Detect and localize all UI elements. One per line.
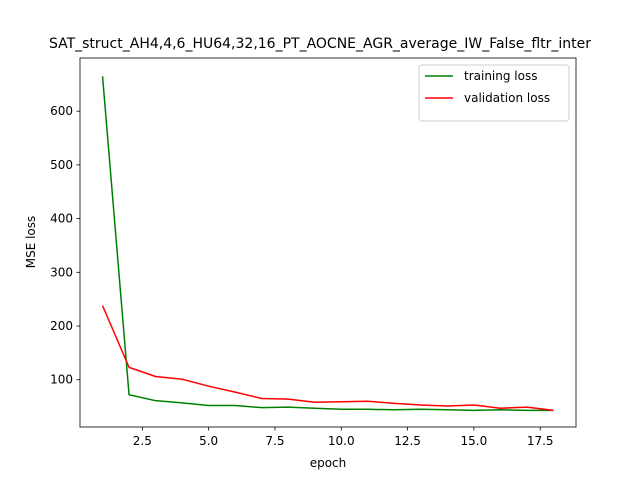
chart-title: SAT_struct_AH4,4,6_HU64,32,16_PT_AOCNE_A… (49, 36, 591, 52)
x-tick-label: 12.5 (394, 434, 421, 448)
x-axis-label: epoch (310, 456, 347, 470)
y-tick-label: 500 (50, 158, 73, 172)
y-axis-label: MSE loss (24, 216, 38, 269)
x-tick-label: 10.0 (328, 434, 355, 448)
legend-box (418, 64, 570, 122)
legend-label-2: validation loss (464, 91, 550, 105)
x-tick-label: 17.5 (527, 434, 554, 448)
series-line-2 (101, 305, 554, 412)
x-tick-label: 15.0 (461, 434, 488, 448)
y-tick-label: 300 (50, 265, 73, 279)
plot-area (101, 76, 554, 412)
plot-frame (79, 57, 577, 428)
y-tick-label: 100 (50, 373, 73, 387)
y-tick-label: 400 (50, 212, 73, 226)
y-tick-label: 200 (50, 319, 73, 333)
y-tick-label: 600 (50, 104, 73, 118)
x-tick-label: 7.5 (265, 434, 284, 448)
x-tick-label: 5.0 (199, 434, 218, 448)
series-line-1 (101, 76, 554, 412)
x-tick-label: 2.5 (133, 434, 152, 448)
legend-label-1: training loss (464, 69, 537, 83)
legend: training loss validation loss (418, 64, 570, 122)
axes: 2.5 5.0 7.5 10.0 12.5 15.0 17.5 100 200 300 400 500… (50, 57, 577, 448)
